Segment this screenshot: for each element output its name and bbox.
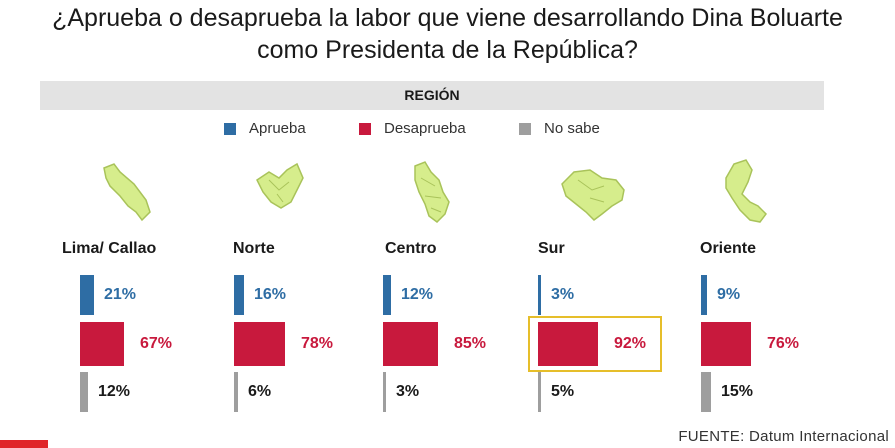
data-label-no-sabe-oriente: 15% <box>721 383 754 400</box>
legend: Aprueba Desaprueba No sabe <box>0 120 895 142</box>
highlight-box <box>528 316 662 372</box>
data-label-no-sabe-lima-callao: 12% <box>98 383 131 400</box>
data-label-desaprueba-sur: 92% <box>614 335 647 352</box>
bar-aprueba-centro <box>383 275 391 315</box>
bar-aprueba-oriente <box>701 275 707 315</box>
sur-map-icon <box>561 169 625 221</box>
legend-label-aprueba: Aprueba <box>249 120 306 137</box>
bar-desaprueba-lima-callao <box>80 322 124 366</box>
legend-swatch-no-sabe <box>519 122 531 135</box>
legend-item-desaprueba: Desaprueba <box>359 120 466 137</box>
bar-no-sabe-centro <box>383 372 386 412</box>
data-label-aprueba-oriente: 9% <box>717 286 741 303</box>
data-label-desaprueba-norte: 78% <box>301 335 334 352</box>
corner-accent <box>0 440 48 448</box>
chart-title: ¿Aprueba o desaprueba la labor que viene… <box>0 2 895 66</box>
legend-label-desaprueba: Desaprueba <box>384 120 466 137</box>
norte-map-icon <box>256 162 304 209</box>
oriente-map-icon <box>725 159 767 223</box>
region-oriente: Oriente <box>700 150 860 430</box>
source-note: FUENTE: Datum Internacional <box>678 428 889 445</box>
data-label-aprueba-sur: 3% <box>551 286 575 303</box>
region-name: Lima/ Callao <box>62 240 157 257</box>
region-lima-callao: Lima/ Callao <box>62 150 222 430</box>
bar-no-sabe-lima-callao <box>80 372 88 412</box>
bar-desaprueba-norte <box>234 322 285 366</box>
region-name: Norte <box>233 240 275 257</box>
title-line-2: como Presidenta de la República? <box>257 36 638 64</box>
region-centro: Centro <box>385 150 545 430</box>
bar-desaprueba-centro <box>383 322 438 366</box>
data-label-desaprueba-lima-callao: 67% <box>140 335 173 352</box>
bar-aprueba-lima-callao <box>80 275 94 315</box>
centro-map-icon <box>414 161 450 223</box>
legend-swatch-desaprueba <box>359 122 371 135</box>
bar-desaprueba-sur <box>538 322 598 366</box>
region-name: Sur <box>538 240 565 257</box>
bar-no-sabe-norte <box>234 372 238 412</box>
data-label-desaprueba-oriente: 76% <box>767 335 800 352</box>
data-label-no-sabe-norte: 6% <box>248 383 272 400</box>
region-header: REGIÓN <box>40 81 824 110</box>
data-label-aprueba-centro: 12% <box>401 286 434 303</box>
legend-item-no-sabe: No sabe <box>519 120 600 137</box>
data-label-no-sabe-sur: 5% <box>551 383 575 400</box>
legend-label-no-sabe: No sabe <box>544 120 600 137</box>
bar-desaprueba-oriente <box>701 322 751 366</box>
bar-no-sabe-sur <box>538 372 541 412</box>
bar-aprueba-norte <box>234 275 244 315</box>
legend-item-aprueba: Aprueba <box>224 120 306 137</box>
legend-swatch-aprueba <box>224 122 236 135</box>
region-name: Centro <box>385 240 437 257</box>
data-label-aprueba-lima-callao: 21% <box>104 286 137 303</box>
data-label-desaprueba-centro: 85% <box>454 335 487 352</box>
lima-callao-map-icon <box>103 163 151 222</box>
data-label-aprueba-norte: 16% <box>254 286 287 303</box>
bar-aprueba-sur <box>538 275 541 315</box>
bar-no-sabe-oriente <box>701 372 711 412</box>
region-name: Oriente <box>700 240 757 257</box>
data-label-no-sabe-centro: 3% <box>396 383 420 400</box>
region-norte: Norte <box>233 150 393 430</box>
region-sur: Sur <box>538 150 698 430</box>
title-line-1: ¿Aprueba o desaprueba la labor que viene… <box>52 4 843 32</box>
